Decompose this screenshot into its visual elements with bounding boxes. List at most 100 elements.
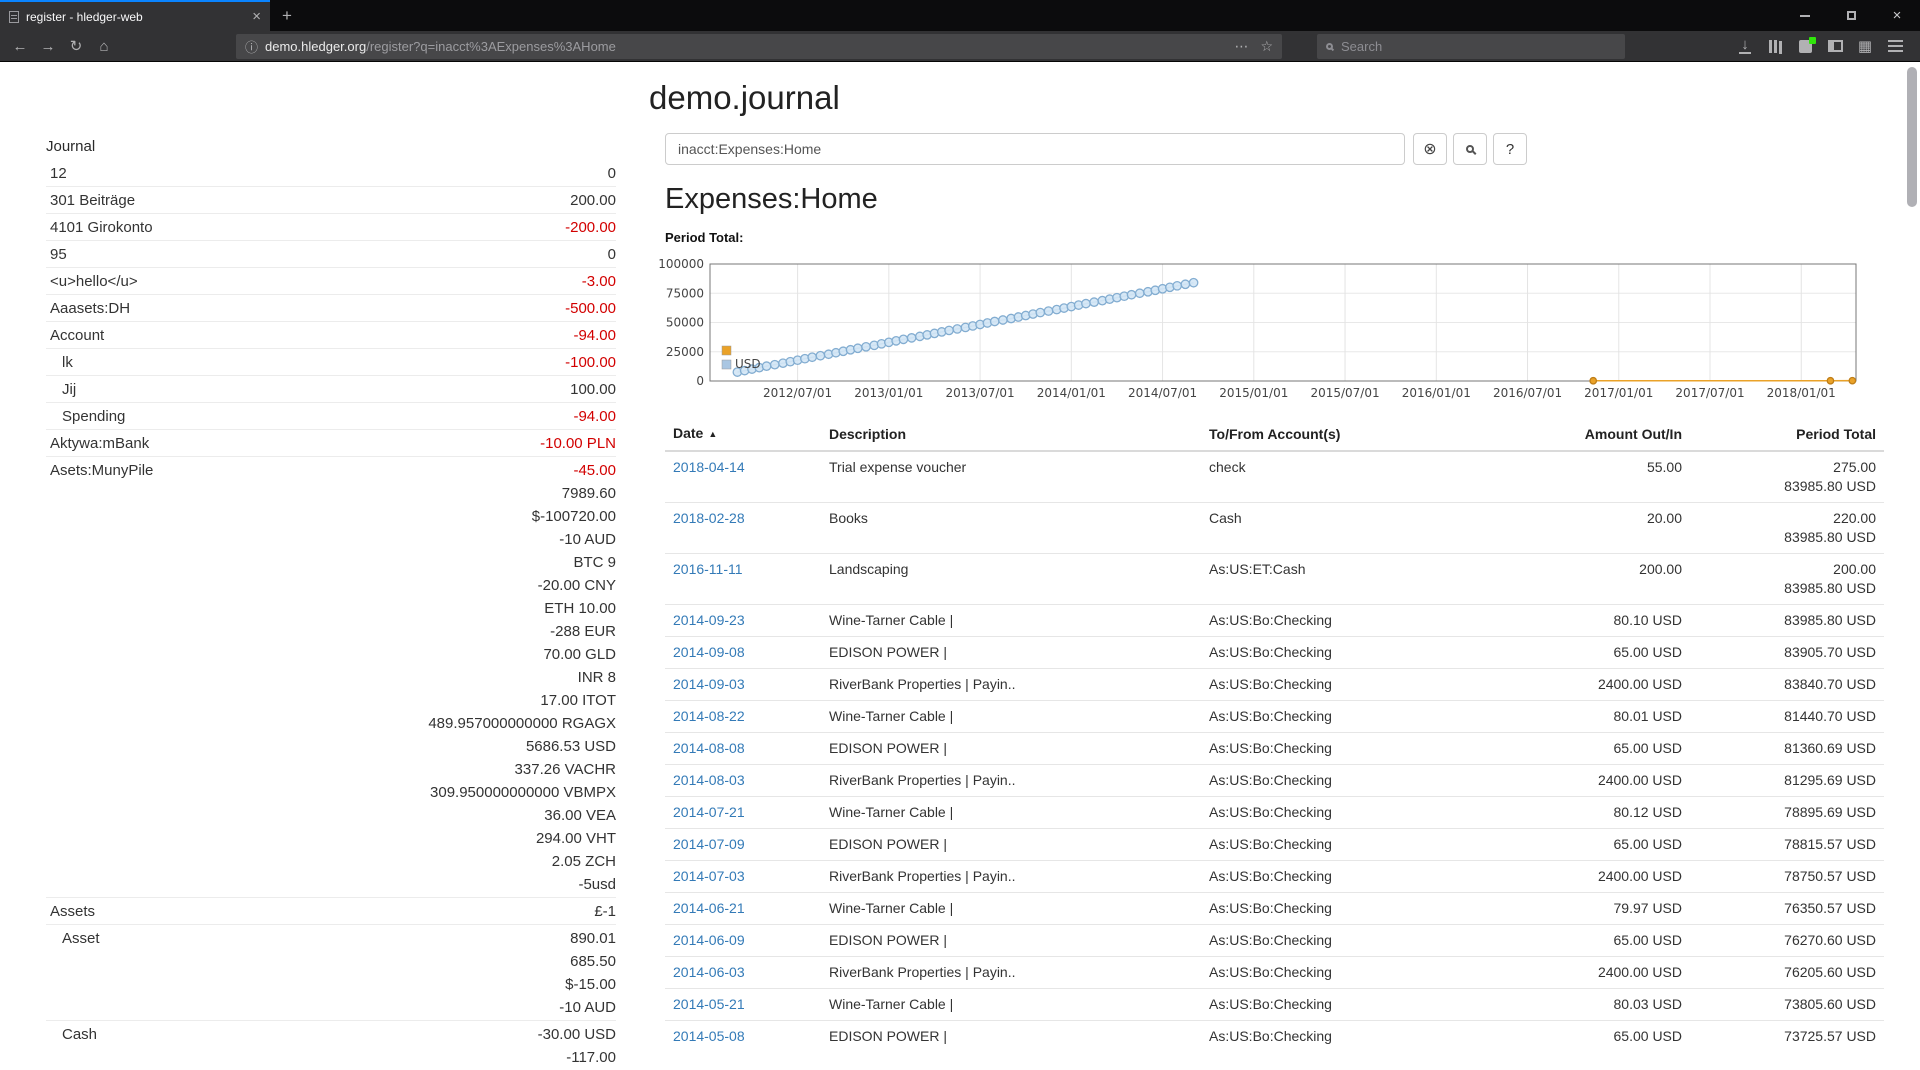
transaction-description: Wine-Tarner Cable |: [821, 701, 1201, 733]
svg-text:0: 0: [696, 374, 704, 388]
transaction-date-link[interactable]: 2018-02-28: [673, 510, 745, 526]
new-tab-button[interactable]: +: [270, 0, 304, 31]
transaction-date-link[interactable]: 2014-05-21: [673, 996, 745, 1012]
transaction-date-link[interactable]: 2018-04-14: [673, 459, 745, 475]
sidebar-account-link[interactable]: Asset: [46, 927, 100, 1019]
back-button[interactable]: ←: [6, 32, 34, 60]
register-column-header[interactable]: Period Total: [1690, 420, 1884, 451]
sidebar-account-row: Aktywa:mBank -10.00 PLN: [46, 429, 616, 456]
query-input[interactable]: [665, 133, 1405, 165]
transaction-date-link[interactable]: 2014-06-21: [673, 900, 745, 916]
library-button[interactable]: [1760, 32, 1790, 60]
sidebar-account-link[interactable]: 12: [46, 162, 67, 185]
sidebar-account-link[interactable]: 95: [46, 243, 67, 266]
transaction-date-link[interactable]: 2014-06-03: [673, 964, 745, 980]
downloads-button[interactable]: ↓: [1730, 32, 1760, 60]
sidebar-account-link[interactable]: Account: [46, 324, 104, 347]
extension-button[interactable]: [1790, 32, 1820, 60]
page-actions-icon[interactable]: ⋯: [1234, 38, 1248, 55]
transaction-date-link[interactable]: 2014-07-03: [673, 868, 745, 884]
download-icon: ↓: [1739, 39, 1751, 54]
library-icon: [1769, 40, 1772, 53]
menu-button[interactable]: [1880, 32, 1910, 60]
window-restore-button[interactable]: [1828, 0, 1874, 31]
search-button[interactable]: [1453, 133, 1487, 165]
period-total-value: 78895.69 USD: [1690, 797, 1884, 829]
browser-tab[interactable]: register - hledger-web ×: [0, 0, 270, 31]
navigation-toolbar: ← → ↻ ⌂ ⓘ demo.hledger.org/register?q=in…: [0, 31, 1920, 62]
help-button[interactable]: ?: [1493, 133, 1527, 165]
transaction-description: RiverBank Properties | Payin..: [821, 957, 1201, 989]
transaction-date-link[interactable]: 2016-11-11: [673, 561, 743, 577]
transaction-description: Books: [821, 503, 1201, 554]
bookmark-star-icon[interactable]: ☆: [1260, 38, 1273, 55]
vertical-scrollbar[interactable]: [1907, 67, 1917, 207]
sidebar-account-balance: 100.00: [570, 378, 616, 401]
sidebar-account-link[interactable]: Jij: [46, 378, 76, 401]
period-total-value: 83985.80 USD: [1690, 605, 1884, 637]
sidebar-account-link[interactable]: 4101 Girokonto: [46, 216, 153, 239]
sidebar-toggle-button[interactable]: [1820, 32, 1850, 60]
transaction-account: check: [1201, 451, 1501, 503]
period-total-value: 73805.60 USD: [1690, 989, 1884, 1021]
transaction-date-link[interactable]: 2014-08-08: [673, 740, 745, 756]
transaction-date-link[interactable]: 2014-08-03: [673, 772, 745, 788]
transaction-account: As:US:Bo:Checking: [1201, 637, 1501, 669]
main-panel: ⊗ ? Expenses:Home Period Total: 02500050…: [665, 133, 1884, 1052]
transaction-date-link[interactable]: 2014-09-08: [673, 644, 745, 660]
grid-button[interactable]: ▦: [1850, 32, 1880, 60]
sidebar-account-link[interactable]: Aktywa:mBank: [46, 432, 149, 455]
transaction-account: As:US:Bo:Checking: [1201, 893, 1501, 925]
search-icon: [1326, 43, 1333, 50]
transaction-description: EDISON POWER |: [821, 925, 1201, 957]
period-total-value: 81360.69 USD: [1690, 733, 1884, 765]
window-close-button[interactable]: ×: [1874, 0, 1920, 31]
register-column-header[interactable]: Date▲: [665, 420, 821, 451]
register-column-header[interactable]: Description: [821, 420, 1201, 451]
clear-query-button[interactable]: ⊗: [1413, 133, 1447, 165]
sidebar-account-link[interactable]: Spending: [46, 405, 125, 428]
site-info-icon[interactable]: ⓘ: [245, 37, 258, 56]
sidebar-account-link[interactable]: <u>hello</u>: [46, 270, 138, 293]
sidebar-account-link[interactable]: Cash: [46, 1023, 97, 1069]
transaction-date-link[interactable]: 2014-05-08: [673, 1028, 745, 1044]
sidebar-account-link[interactable]: 301 Beiträge: [46, 189, 135, 212]
transaction-date-link[interactable]: 2014-08-22: [673, 708, 745, 724]
transaction-account: As:US:Bo:Checking: [1201, 829, 1501, 861]
url-bar[interactable]: ⓘ demo.hledger.org/register?q=inacct%3AE…: [236, 34, 1282, 59]
tab-close-icon[interactable]: ×: [252, 8, 261, 25]
sidebar-account-balance: 200.00: [570, 189, 616, 212]
transaction-amount: 55.00: [1501, 451, 1690, 503]
forward-button[interactable]: →: [34, 32, 62, 60]
browser-search-bar[interactable]: Search: [1317, 34, 1625, 59]
home-button[interactable]: ⌂: [90, 32, 118, 60]
sidebar-account-row: <u>hello</u>-3.00: [46, 267, 616, 294]
transaction-date-link[interactable]: 2014-07-21: [673, 804, 745, 820]
transaction-date-link[interactable]: 2014-09-03: [673, 676, 745, 692]
transaction-date-link[interactable]: 2014-06-09: [673, 932, 745, 948]
svg-text:2016/01/01: 2016/01/01: [1402, 386, 1471, 400]
transaction-date-link[interactable]: 2014-09-23: [673, 612, 745, 628]
window-minimize-button[interactable]: [1782, 0, 1828, 31]
sidebar-account-link[interactable]: Aaasets:DH: [46, 297, 130, 320]
transaction-amount: 79.97 USD: [1501, 893, 1690, 925]
transaction-date-link[interactable]: 2014-07-09: [673, 836, 745, 852]
register-column-header[interactable]: Amount Out/In: [1501, 420, 1690, 451]
sidebar-journal-link[interactable]: Journal: [46, 134, 616, 160]
svg-text:100000: 100000: [658, 257, 704, 271]
sidebar-account-link[interactable]: lk: [46, 351, 73, 374]
transaction-description: Wine-Tarner Cable |: [821, 893, 1201, 925]
reload-button[interactable]: ↻: [62, 32, 90, 60]
sidebar-account-link[interactable]: Assets: [46, 900, 95, 923]
sidebar-account-balance: -10.00 PLN: [540, 432, 616, 455]
register-column-header[interactable]: To/From Account(s): [1201, 420, 1501, 451]
url-text: demo.hledger.org/register?q=inacct%3AExp…: [265, 39, 616, 54]
sidebar-account-link[interactable]: Asets:MunyPile: [46, 459, 153, 896]
period-total-value: 78750.57 USD: [1690, 861, 1884, 893]
